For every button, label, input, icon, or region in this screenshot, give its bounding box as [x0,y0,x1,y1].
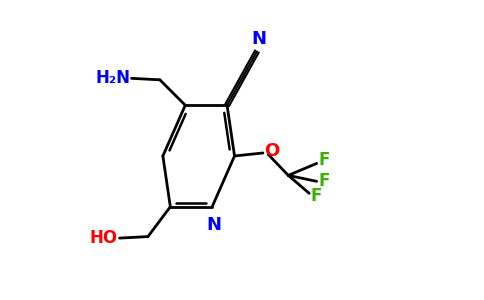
Text: F: F [318,172,330,190]
Text: HO: HO [90,229,118,247]
Text: F: F [318,152,330,169]
Text: H₂N: H₂N [95,69,130,87]
Text: O: O [264,142,280,160]
Text: N: N [251,31,266,49]
Text: F: F [311,187,322,205]
Text: N: N [206,216,221,234]
